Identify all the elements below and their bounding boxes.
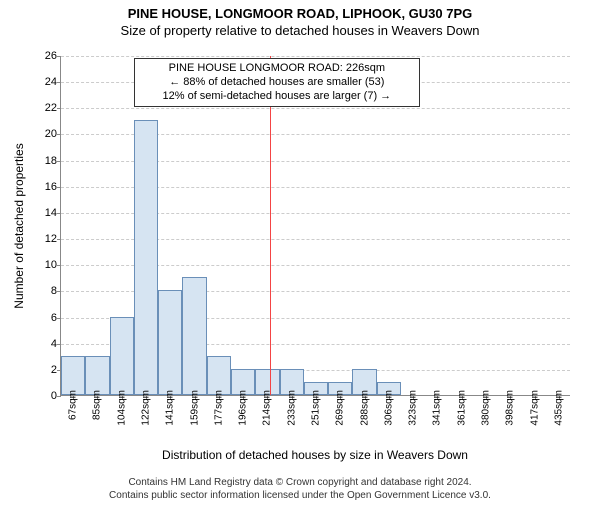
y-tick-label: 6 xyxy=(33,312,57,324)
bar xyxy=(158,290,182,395)
y-tick-label: 16 xyxy=(33,181,57,193)
x-tick-label: 233sqm xyxy=(286,390,297,426)
y-tick-mark xyxy=(57,134,61,135)
plot-area: 0246810121416182022242667sqm85sqm104sqm1… xyxy=(60,56,570,396)
y-tick-label: 12 xyxy=(33,233,57,245)
x-tick-label: 341sqm xyxy=(432,390,443,426)
annotation-box: PINE HOUSE LONGMOOR ROAD: 226sqm← 88% of… xyxy=(134,58,420,107)
chart-subtitle: Size of property relative to detached ho… xyxy=(0,23,600,38)
y-tick-mark xyxy=(57,108,61,109)
x-tick-label: 85sqm xyxy=(92,390,103,420)
y-tick-label: 10 xyxy=(33,259,57,271)
y-tick-mark xyxy=(57,396,61,397)
y-tick-mark xyxy=(57,187,61,188)
x-tick-label: 196sqm xyxy=(238,390,249,426)
y-tick-label: 4 xyxy=(33,338,57,350)
x-tick-label: 269sqm xyxy=(335,390,346,426)
y-tick-label: 2 xyxy=(33,364,57,376)
y-tick-mark xyxy=(57,344,61,345)
y-tick-label: 0 xyxy=(33,390,57,402)
x-tick-label: 177sqm xyxy=(213,390,224,426)
y-tick-mark xyxy=(57,265,61,266)
annotation-line: 12% of semi-detached houses are larger (… xyxy=(141,90,413,104)
x-tick-label: 251sqm xyxy=(311,390,322,426)
x-tick-label: 398sqm xyxy=(505,390,516,426)
footer-line-1: Contains HM Land Registry data © Crown c… xyxy=(0,477,600,490)
y-tick-mark xyxy=(57,213,61,214)
y-tick-label: 14 xyxy=(33,207,57,219)
x-tick-label: 159sqm xyxy=(189,390,200,426)
plot: 0246810121416182022242667sqm85sqm104sqm1… xyxy=(60,56,570,396)
x-tick-label: 361sqm xyxy=(456,390,467,426)
chart-title: PINE HOUSE, LONGMOOR ROAD, LIPHOOK, GU30… xyxy=(0,6,600,21)
annotation-line: ← 88% of detached houses are smaller (53… xyxy=(141,76,413,90)
y-tick-mark xyxy=(57,318,61,319)
x-tick-label: 122sqm xyxy=(141,390,152,426)
gridline xyxy=(61,108,570,109)
y-tick-mark xyxy=(57,56,61,57)
x-tick-label: 417sqm xyxy=(529,390,540,426)
y-tick-label: 8 xyxy=(33,285,57,297)
bar xyxy=(134,120,158,395)
bar xyxy=(110,317,134,395)
x-axis-label: Distribution of detached houses by size … xyxy=(60,448,570,462)
x-tick-label: 380sqm xyxy=(481,390,492,426)
y-tick-mark xyxy=(57,82,61,83)
x-tick-label: 141sqm xyxy=(165,390,176,426)
y-tick-label: 20 xyxy=(33,128,57,140)
x-tick-label: 288sqm xyxy=(359,390,370,426)
y-tick-mark xyxy=(57,239,61,240)
x-tick-label: 104sqm xyxy=(116,390,127,426)
y-axis-label-wrap: Number of detached properties xyxy=(12,56,26,396)
x-tick-label: 67sqm xyxy=(68,390,79,420)
y-tick-label: 24 xyxy=(33,76,57,88)
y-axis-label: Number of detached properties xyxy=(12,143,26,308)
footer-line-2: Contains public sector information licen… xyxy=(0,490,600,503)
x-tick-label: 214sqm xyxy=(262,390,273,426)
y-tick-mark xyxy=(57,161,61,162)
x-tick-label: 323sqm xyxy=(408,390,419,426)
x-tick-label: 435sqm xyxy=(553,390,564,426)
y-tick-label: 26 xyxy=(33,50,57,62)
y-tick-mark xyxy=(57,291,61,292)
bar xyxy=(182,277,206,395)
y-tick-label: 18 xyxy=(33,155,57,167)
x-tick-label: 306sqm xyxy=(383,390,394,426)
gridline xyxy=(61,56,570,57)
annotation-line: PINE HOUSE LONGMOOR ROAD: 226sqm xyxy=(141,62,413,76)
y-tick-label: 22 xyxy=(33,102,57,114)
footer: Contains HM Land Registry data © Crown c… xyxy=(0,477,600,502)
